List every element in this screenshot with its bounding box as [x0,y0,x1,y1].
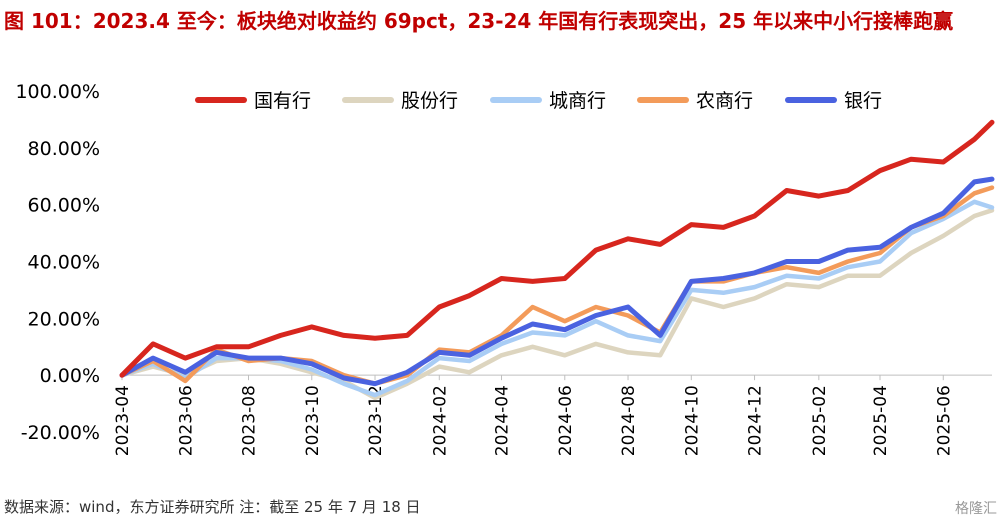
x-tick-label: 2025-06 [934,385,954,456]
series-lines [119,119,995,401]
x-tick-label: 2023-04 [113,385,133,456]
x-axis-tick-labels: 2023-04 2023-06 2023-08 2023-10 2023-12 2024-… [113,375,954,456]
y-axis-tick-labels: 100.00% 80.00% 60.00% 40.00% 20.00% 0.00% -20.… [15,81,100,444]
x-tick-label: 2023-12 [366,385,386,456]
series-line-0 [119,119,995,378]
y-tick-label: 0.00% [40,365,100,387]
x-tick-label: 2023-10 [303,385,323,456]
x-tick-label: 2025-04 [871,385,891,456]
x-tick-label: 2023-06 [176,385,196,456]
series-line-2 [119,199,995,398]
x-tick-label: 2024-08 [619,385,639,456]
legend-label: 农商行 [696,90,753,112]
legend-label: 国有行 [254,90,311,112]
legend-label: 银行 [844,90,882,112]
y-tick-label: 80.00% [28,138,100,160]
y-tick-label: 60.00% [28,195,100,217]
x-tick-label: 2024-04 [493,385,513,456]
y-tick-label: 100.00% [15,81,100,103]
x-tick-label: 2024-10 [682,385,702,456]
watermark-logo: 格隆汇 [955,501,997,517]
x-tick-label: 2024-06 [556,385,576,456]
x-tick-label: 2023-08 [240,385,260,456]
series-line-4 [119,176,995,387]
x-tick-label: 2025-02 [810,385,830,456]
series-line-1 [119,208,995,401]
x-tick-label: 2024-02 [430,385,450,456]
source-note: 数据来源：wind，东方证券研究所 注：截至 25 年 7 月 18 日 [4,498,421,516]
legend: 国有行 股份行 城商行 农商行 银行 [195,90,882,112]
y-tick-label: -20.00% [21,422,100,444]
legend-label: 城商行 [549,90,606,112]
legend-label: 股份行 [401,90,458,112]
y-tick-label: 40.00% [28,252,100,274]
y-tick-label: 20.00% [28,308,100,330]
x-tick-label: 2024-12 [746,385,766,456]
chart-title: 图 101：2023.4 至今：板块绝对收益约 69pct，23-24 年国有行… [4,9,954,33]
